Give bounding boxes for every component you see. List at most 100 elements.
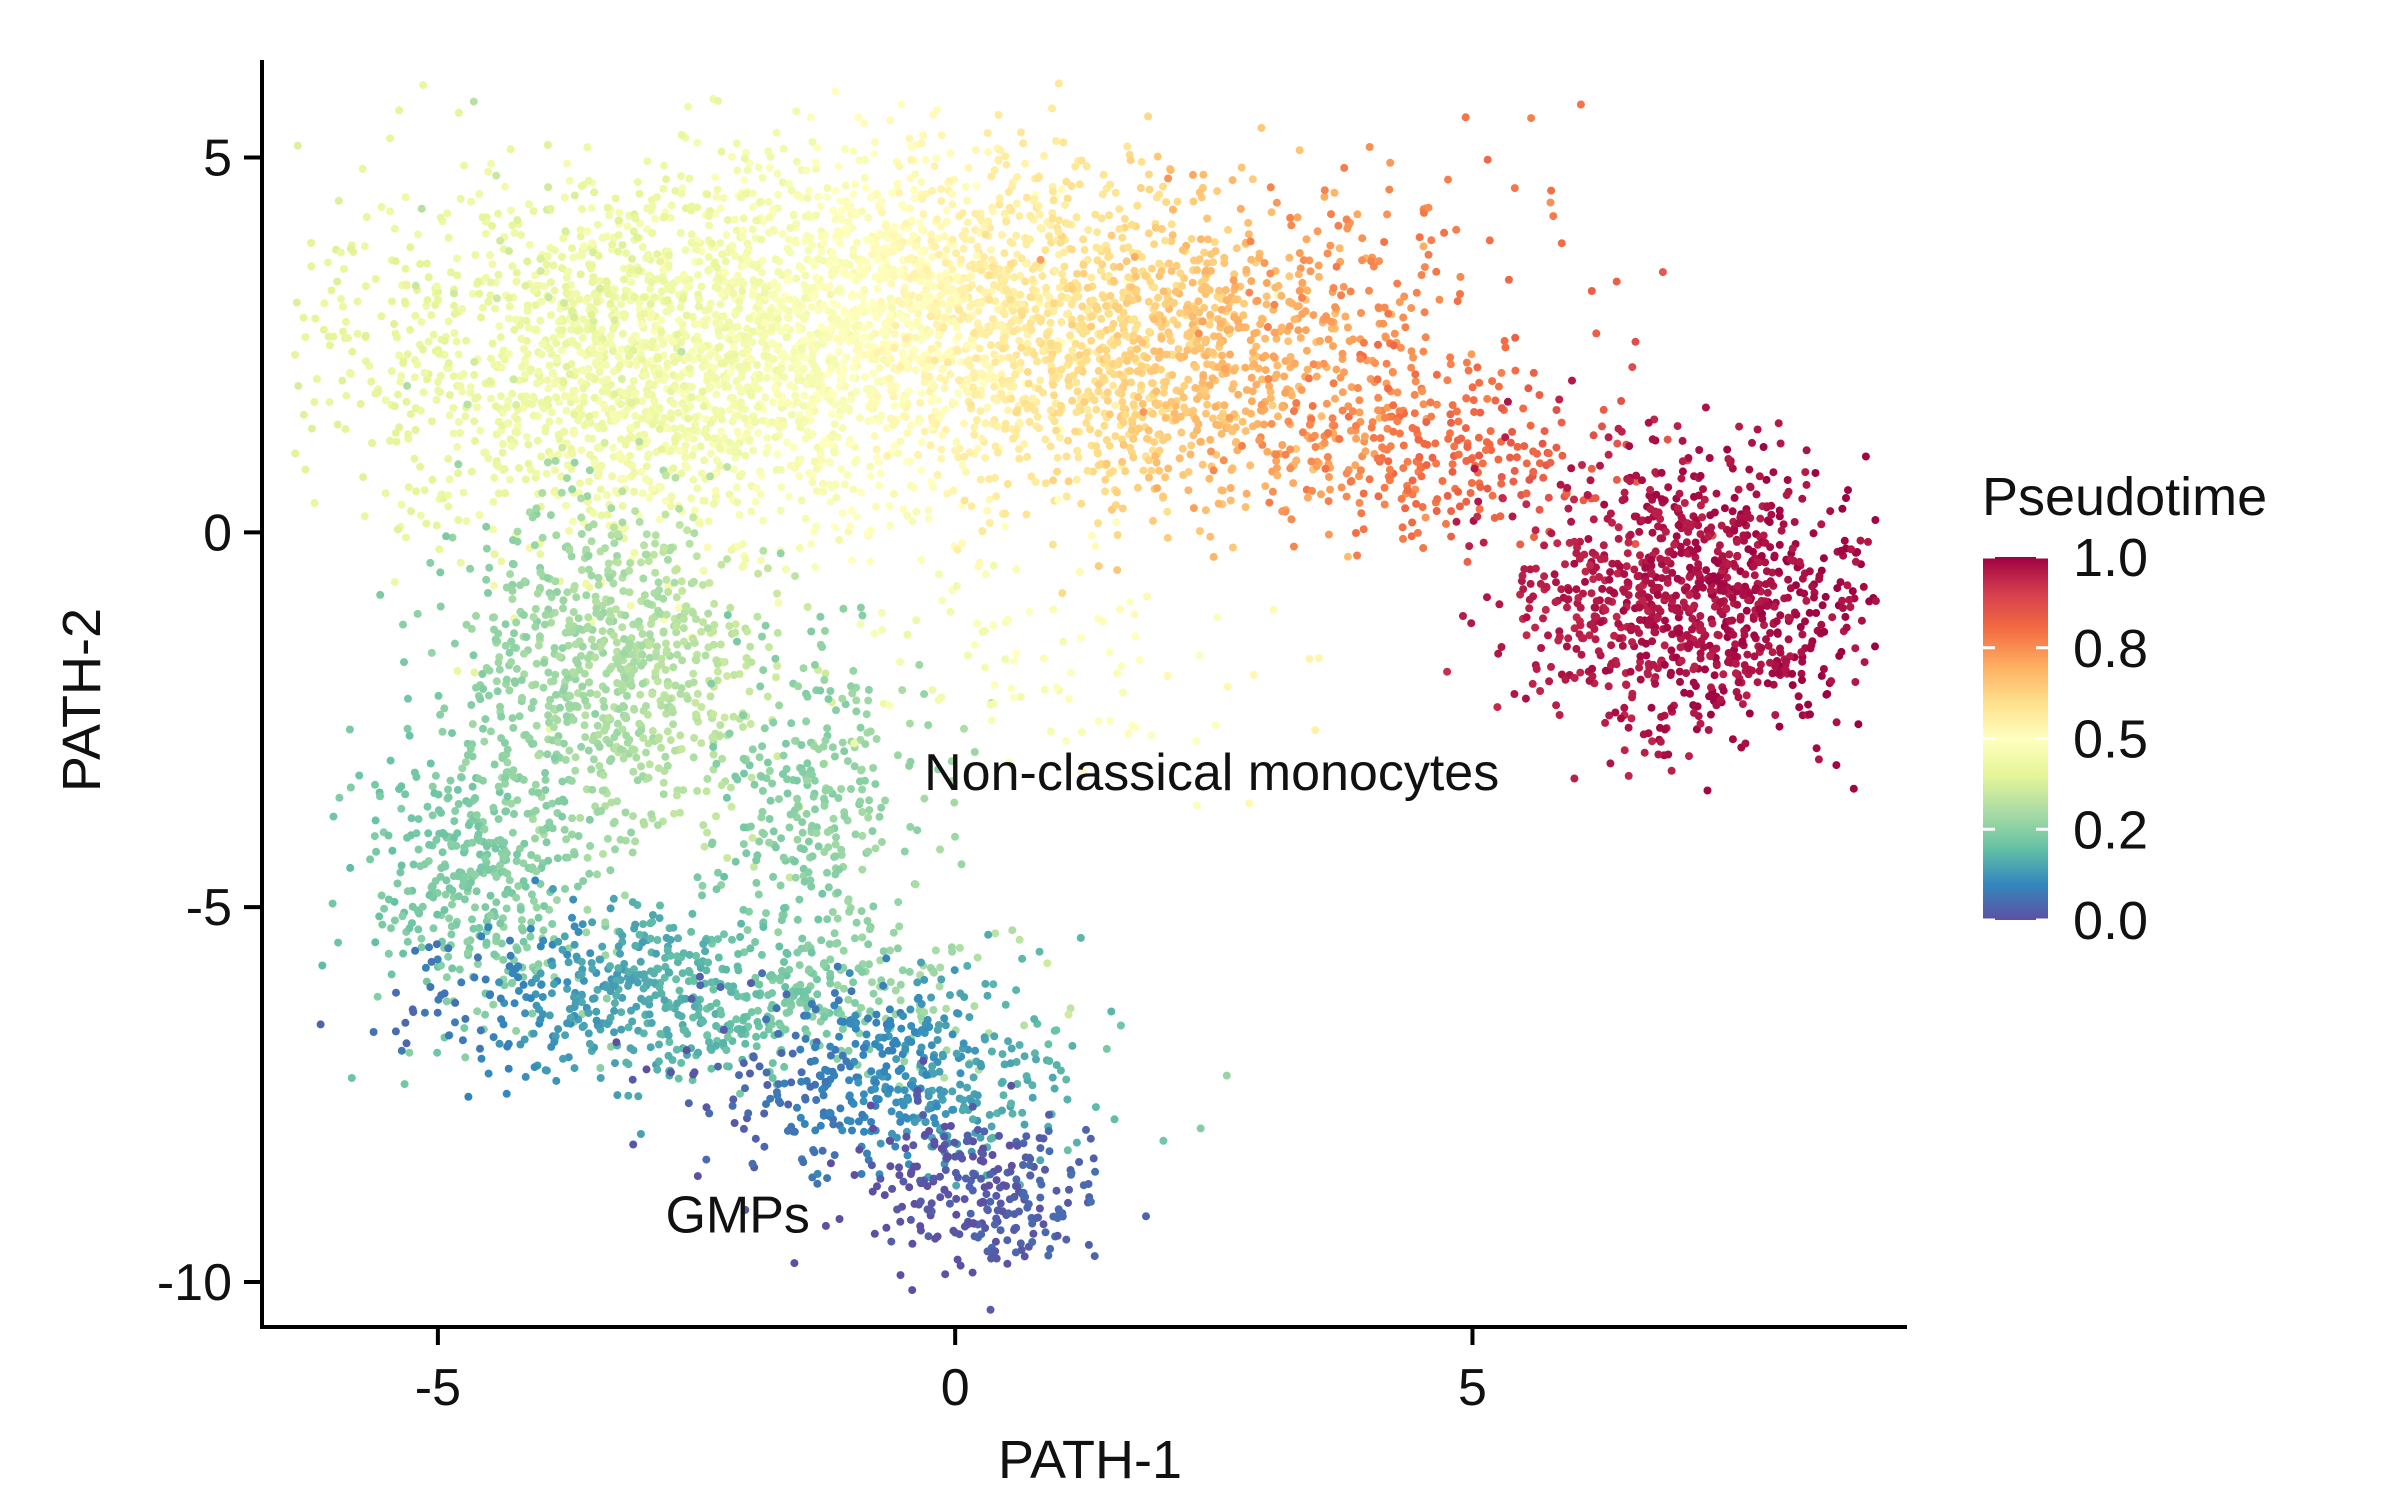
scatter-point [467, 197, 476, 206]
scatter-point [1143, 434, 1151, 443]
scatter-point [960, 452, 969, 461]
scatter-point [1058, 589, 1067, 598]
scatter-point [496, 333, 505, 342]
scatter-point [1656, 737, 1665, 746]
scatter-point [754, 163, 763, 172]
scatter-point [952, 249, 960, 258]
scatter-point [641, 475, 650, 484]
scatter-point [1529, 447, 1538, 456]
scatter-point [339, 327, 347, 336]
scatter-point [589, 509, 598, 518]
scatter-point [1144, 229, 1153, 238]
scatter-point [1115, 224, 1124, 233]
scatter-point [908, 517, 917, 526]
scatter-point [1381, 332, 1390, 341]
scatter-point [1093, 228, 1102, 237]
scatter-point [687, 230, 696, 239]
scatter-point [1111, 432, 1120, 441]
scatter-point [743, 324, 752, 333]
scatter-point [1390, 329, 1399, 338]
scatter-point [1151, 452, 1160, 461]
scatter-point [774, 267, 783, 276]
scatter-point [733, 542, 742, 551]
scatter-point [1122, 257, 1131, 266]
scatter-point [486, 251, 494, 260]
scatter-point [730, 465, 739, 474]
scatter-point [1325, 473, 1333, 481]
scatter-point [1285, 322, 1294, 331]
scatter-point [608, 404, 616, 413]
scatter-point [1147, 466, 1156, 475]
scatter-point [432, 396, 441, 404]
scatter-point [1683, 631, 1692, 640]
scatter-point [1456, 272, 1465, 281]
scatter-point [689, 475, 698, 484]
scatter-point [848, 556, 856, 565]
scatter-point [1343, 323, 1352, 332]
scatter-point [1768, 648, 1777, 657]
scatter-point [1030, 195, 1039, 203]
scatter-point [1346, 287, 1355, 296]
scatter-point [1513, 442, 1522, 451]
scatter-point [1111, 401, 1120, 410]
scatter-point [320, 299, 329, 308]
scatter-point [1292, 399, 1301, 407]
scatter-point [1087, 336, 1096, 345]
scatter-point [1107, 231, 1116, 240]
scatter-point [1072, 475, 1081, 484]
scatter-point [712, 456, 721, 465]
scatter-point [1196, 235, 1205, 244]
scatter-point [422, 259, 431, 268]
scatter-point [1393, 388, 1402, 397]
scatter-point [390, 224, 399, 233]
scatter-point [550, 466, 559, 475]
scatter-point [1315, 337, 1324, 345]
scatter-point [550, 379, 559, 388]
scatter-point [507, 206, 516, 215]
scatter-point [1409, 353, 1418, 362]
scatter-point [1001, 509, 1010, 518]
scatter-point [427, 417, 436, 426]
scatter-point [1419, 544, 1428, 552]
scatter-point [1440, 228, 1449, 237]
scatter-point [450, 289, 458, 298]
scatter-point [1285, 272, 1294, 281]
scatter-point [432, 282, 441, 291]
scatter-point [579, 315, 588, 324]
scatter-point [1261, 334, 1270, 343]
scatter-point [1021, 159, 1029, 168]
scatter-point [1022, 348, 1031, 357]
scatter-point [1200, 248, 1209, 257]
scatter-point [954, 389, 963, 398]
scatter-point [1147, 367, 1155, 376]
scatter-point [1294, 326, 1303, 335]
scatter-point [1205, 286, 1214, 295]
scatter-point [1153, 401, 1162, 410]
scatter-point [1241, 363, 1250, 372]
scatter-point [609, 367, 618, 376]
scatter-point [606, 331, 615, 340]
scatter-point [472, 403, 481, 412]
scatter-point [626, 601, 635, 610]
scatter-point [1308, 402, 1317, 410]
scatter-point [1664, 483, 1673, 492]
scatter-point [974, 444, 983, 453]
scatter-point [858, 292, 867, 301]
scatter-point [1238, 441, 1246, 450]
scatter-point [664, 251, 673, 260]
scatter-point [1680, 499, 1689, 507]
scatter-point [1485, 236, 1494, 245]
scatter-point [890, 343, 899, 352]
scatter-point [490, 581, 499, 590]
scatter-point [1150, 438, 1159, 447]
scatter-point [1308, 486, 1316, 495]
scatter-point [1385, 185, 1394, 194]
scatter-point [1384, 457, 1393, 466]
scatter-point [706, 419, 715, 428]
scatter-point [1424, 203, 1433, 212]
scatter-point [417, 318, 426, 326]
scatter-point [792, 107, 801, 116]
scatter-point [1546, 198, 1555, 207]
scatter-point [1626, 667, 1635, 676]
scatter-point [1427, 412, 1436, 421]
